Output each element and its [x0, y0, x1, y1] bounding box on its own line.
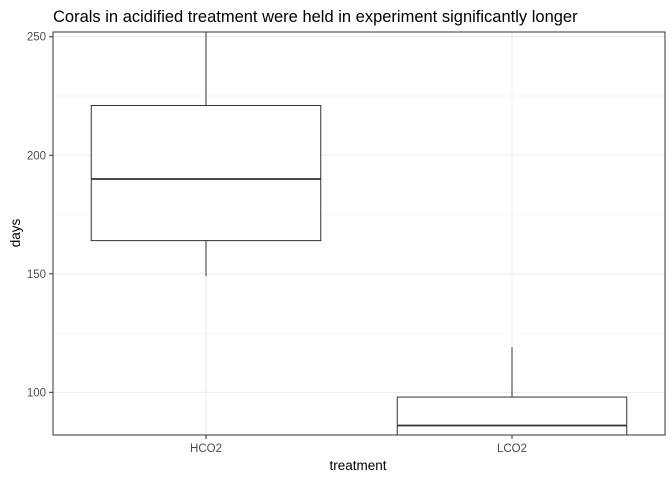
box-lco2 [396, 347, 628, 436]
y-tick-label: 250 [27, 32, 46, 44]
y-axis-title: days [8, 218, 23, 247]
y-axis-ticks: 100 150 200 250 [27, 32, 53, 399]
x-tick-label: HCO2 [190, 443, 222, 455]
x-axis-ticks: HCO2 LCO2 [190, 435, 527, 455]
box-hco2 [90, 32, 322, 277]
iqr-box [90, 104, 322, 242]
iqr-box [396, 396, 628, 436]
panel-border [52, 31, 666, 436]
y-tick-label: 150 [27, 269, 46, 281]
y-tick-label: 200 [27, 150, 46, 162]
y-tick-label: 100 [27, 387, 46, 399]
x-tick-label: LCO2 [497, 443, 527, 455]
x-axis-title: treatment [329, 458, 386, 473]
chart-title: Corals in acidified treatment were held … [53, 8, 578, 26]
boxes [90, 32, 628, 436]
